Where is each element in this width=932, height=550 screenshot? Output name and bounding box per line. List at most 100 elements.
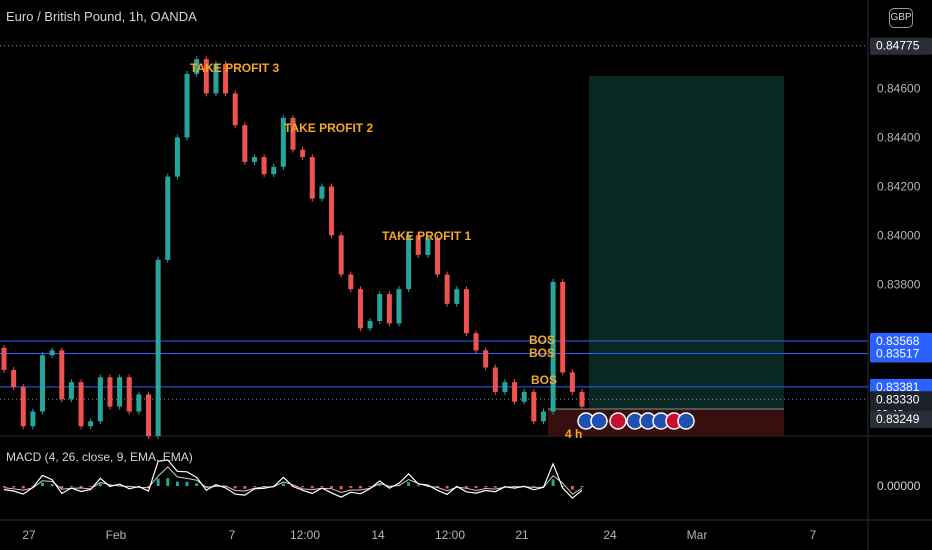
candle-body	[502, 382, 508, 392]
macd-zero-label: 0.00000	[877, 479, 921, 493]
timeframe-label: 4 h	[565, 427, 582, 441]
candle-body	[165, 176, 171, 260]
candle-body	[531, 391, 537, 422]
candle-body	[97, 377, 103, 422]
y-tick-label: 0.84200	[877, 179, 921, 193]
price-label-text: 0.83517	[876, 347, 920, 361]
macd-signal-line	[3, 466, 583, 495]
macd-histogram-bar	[378, 484, 382, 486]
macd-histogram-bar	[464, 486, 468, 488]
x-tick-label: 7	[229, 528, 236, 542]
candle-body	[540, 411, 546, 422]
macd-histogram-bar	[204, 486, 208, 488]
eu-flag-icon[interactable]	[677, 412, 695, 430]
price-label-text: 0.83249	[876, 412, 920, 426]
uk-flag-icon[interactable]	[609, 412, 627, 430]
macd-histogram-bar	[243, 486, 247, 489]
price-label-text: 0.84775	[876, 39, 920, 53]
macd-histogram-bar	[301, 486, 305, 488]
candle-body	[329, 186, 335, 236]
macd-pane	[2, 459, 584, 499]
level-lines	[0, 45, 868, 400]
candle-body	[174, 137, 180, 177]
macd-histogram-bar	[12, 486, 16, 488]
x-tick-label: Mar	[687, 528, 708, 542]
candle-body	[59, 350, 65, 400]
candle-body	[300, 149, 306, 158]
candle-body	[444, 274, 450, 304]
macd-histogram-bar	[349, 486, 353, 488]
candle-body	[338, 235, 344, 275]
candle-body	[357, 289, 363, 329]
price-label-box	[870, 345, 932, 363]
candle-body	[377, 294, 383, 321]
candle-body	[30, 411, 36, 427]
x-tick-label: 27	[22, 528, 36, 542]
candle-body	[155, 259, 161, 436]
price-axis[interactable]	[868, 0, 932, 550]
x-tick-label: 24	[603, 528, 617, 542]
macd-histogram-bar	[69, 486, 73, 487]
candle-body	[213, 64, 219, 94]
candle-body	[319, 186, 325, 199]
eu-flag-icon[interactable]	[590, 412, 608, 430]
candle-body	[454, 289, 460, 304]
macd-histogram-bar	[532, 486, 536, 488]
event-markers[interactable]	[577, 412, 695, 430]
macd-histogram-bar	[156, 478, 160, 486]
macd-histogram-bar	[358, 486, 362, 489]
candle-body	[20, 387, 26, 427]
price-label-text: 0.83381	[876, 380, 920, 394]
candle-body	[415, 235, 421, 255]
price-labels: 0.847750.835680.835170.833810.8333009:43…	[870, 37, 932, 429]
candle-body	[473, 333, 479, 351]
candle-body	[569, 372, 575, 392]
candle-body	[521, 391, 527, 402]
candle-body	[88, 421, 94, 427]
macd-histogram-bar	[330, 486, 334, 489]
macd-histogram-bar	[310, 486, 314, 489]
candle-body	[560, 281, 566, 373]
chart-title: Euro / British Pound, 1h, OANDA	[6, 9, 197, 24]
macd-histogram-bar	[320, 486, 324, 487]
macd-histogram-bar	[493, 486, 497, 488]
candle-body	[1, 347, 7, 370]
candle-body	[386, 294, 392, 324]
y-tick-label: 0.84400	[877, 130, 921, 144]
profit-zone[interactable]	[589, 76, 784, 409]
bos-label-2: BOS	[529, 346, 555, 360]
macd-histogram-bar	[368, 486, 372, 487]
candle-body	[309, 157, 315, 199]
currency-button[interactable]: GBP	[889, 8, 913, 28]
take-profit-1-label: TAKE PROFIT 1	[382, 229, 471, 243]
macd-histogram-bar	[233, 486, 237, 489]
price-label-box	[870, 37, 932, 55]
macd-histogram-bar	[50, 484, 54, 486]
candle-body	[251, 157, 257, 162]
y-axis-ticks: 0.84600 0.84400 0.84200 0.84000 0.83800	[877, 82, 921, 292]
candle-body	[49, 350, 55, 356]
x-tick-label: 7	[810, 528, 817, 542]
x-tick-label: Feb	[106, 528, 127, 542]
macd-histogram-bar	[166, 478, 170, 486]
macd-histogram-bar	[79, 486, 83, 488]
y-tick-label: 0.84600	[877, 82, 921, 96]
macd-histogram-bar	[580, 486, 584, 488]
macd-histogram-bar	[60, 486, 64, 489]
candle-body	[11, 369, 17, 388]
candles	[1, 56, 585, 439]
candle-body	[271, 166, 277, 175]
candle-body	[406, 235, 412, 290]
macd-histogram-bar	[281, 483, 285, 486]
candle-body	[136, 394, 142, 412]
macd-histogram-bar	[98, 483, 102, 486]
price-label-box	[870, 411, 932, 429]
candle-body	[512, 382, 518, 402]
candle-body	[579, 391, 585, 407]
candle-body	[483, 350, 489, 368]
candle-body	[425, 237, 431, 255]
candle-body	[261, 157, 267, 175]
candle-body	[146, 394, 151, 436]
x-tick-label: 12:00	[435, 528, 465, 542]
